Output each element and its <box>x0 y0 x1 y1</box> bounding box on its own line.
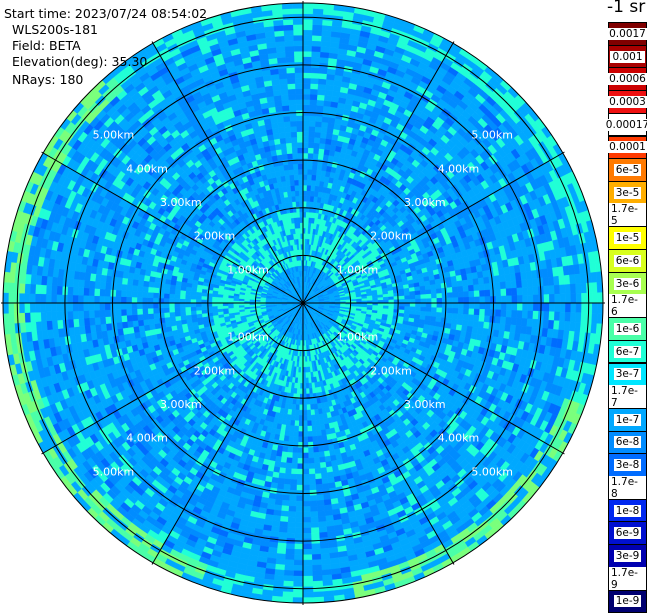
range-ring-label: 5.00km <box>93 465 135 478</box>
colorbar-cell: 1.7e-5 <box>608 204 647 228</box>
colorbar-cell: 1.7e-7 <box>608 385 647 409</box>
range-ring-label: 3.00km <box>404 196 446 209</box>
colorbar-tick-label: 1.7e-7 <box>609 385 646 409</box>
range-ring-label: 3.00km <box>160 196 202 209</box>
colorbar-cell: 6e-9 <box>608 521 647 545</box>
range-ring-label: 1.00km <box>337 263 379 276</box>
colorbar-tick-label: 6e-9 <box>614 527 642 539</box>
colorbar-cell: 1.7e-8 <box>608 476 647 500</box>
colorbar-cell: 1e-7 <box>608 408 647 432</box>
colorbar-cell: 1e-5 <box>608 226 647 250</box>
colorbar-cell: 0.00017 <box>608 113 647 137</box>
colorbar-cell: 1e-8 <box>608 499 647 523</box>
colorbar-tick-label: 0.0003 <box>607 96 647 108</box>
colorbar-cell: 0.0001 <box>608 136 647 160</box>
colorbar-tick-label: 6e-5 <box>614 164 642 176</box>
colorbar-tick-label: 0.0017 <box>607 28 647 40</box>
range-ring-label: 4.00km <box>126 162 168 175</box>
colorbar-cell: 1.7e-6 <box>608 294 647 318</box>
colorbar-cell: 6e-7 <box>608 340 647 364</box>
colorbar-tick-label: 6e-6 <box>614 255 642 267</box>
range-ring-label: 4.00km <box>126 432 168 445</box>
range-ring-label: 3.00km <box>404 398 446 411</box>
colorbar-tick-label: 1e-6 <box>614 323 642 335</box>
colorbar-cell: 3e-6 <box>608 272 647 296</box>
range-ring-label: 2.00km <box>194 230 236 243</box>
range-ring-label: 5.00km <box>471 465 513 478</box>
colorbar-cell: 3e-9 <box>608 544 647 568</box>
colorbar-tick-label: 1.7e-5 <box>609 203 646 227</box>
colorbar-tick-label: 1.7e-6 <box>609 294 646 318</box>
range-ring-label: 1.00km <box>227 263 269 276</box>
colorbar-tick-label: 3e-6 <box>614 278 642 290</box>
colorbar-tick-label: 1.7e-9 <box>609 567 646 591</box>
colorbar-cell: 3e-7 <box>608 363 647 387</box>
range-ring-label: 5.00km <box>93 129 135 142</box>
colorbar-cell: 0.001 <box>608 45 647 69</box>
colorbar-tick-label: 0.001 <box>610 51 644 63</box>
colorbar-tick-label: 0.0001 <box>607 141 647 153</box>
colorbar-cell: 6e-5 <box>608 158 647 182</box>
colorbar-tick-label: 0.0006 <box>607 73 647 85</box>
range-ring-label: 4.00km <box>438 162 480 175</box>
colorbar-tick-label: 3e-8 <box>614 459 642 471</box>
colorbar-tick-label: 6e-7 <box>614 346 642 358</box>
colorbar-cell: 6e-8 <box>608 431 647 455</box>
range-ring-label: 4.00km <box>438 432 480 445</box>
range-ring-label: 1.00km <box>337 331 379 344</box>
range-ring-label: 1.00km <box>227 331 269 344</box>
colorbar-cell: 1.7e-9 <box>608 567 647 591</box>
colorbar-cell: 3e-5 <box>608 181 647 205</box>
colorbar-cell: 0.0003 <box>608 90 647 114</box>
colorbar-tick-label: 6e-8 <box>614 436 642 448</box>
colorbar-tick-label: 1e-7 <box>614 414 642 426</box>
colorbar-cell: 0.0017 <box>608 22 647 46</box>
colorbar-tick-label: 1e-8 <box>614 505 642 517</box>
colorbar-tick-label: 3e-5 <box>614 187 642 199</box>
range-ring-label: 2.00km <box>370 364 412 377</box>
colorbar-cell: 1e-6 <box>608 317 647 341</box>
colorbar-cell: 3e-8 <box>608 453 647 477</box>
colorbar-tick-label: 3e-7 <box>614 368 642 380</box>
colorbar-tick-label: 1.7e-8 <box>609 476 646 500</box>
colorbar-cell: 1e-9 <box>608 590 647 613</box>
colorbar-tick-label: 1e-5 <box>614 232 642 244</box>
range-ring-label: 2.00km <box>194 364 236 377</box>
colorbar-tick-label: 3e-9 <box>614 550 642 562</box>
range-ring-label: 2.00km <box>370 230 412 243</box>
colorbar-cell: 6e-6 <box>608 249 647 273</box>
range-ring-label: 5.00km <box>471 129 513 142</box>
colorbar-tick-label: 1e-9 <box>614 595 642 607</box>
range-ring-label: 3.00km <box>160 398 202 411</box>
colorbar-title: -1 sr <box>607 0 645 17</box>
colorbar-cell: 0.0006 <box>608 67 647 91</box>
colorbar-tick-label: 0.00017 <box>604 119 647 131</box>
